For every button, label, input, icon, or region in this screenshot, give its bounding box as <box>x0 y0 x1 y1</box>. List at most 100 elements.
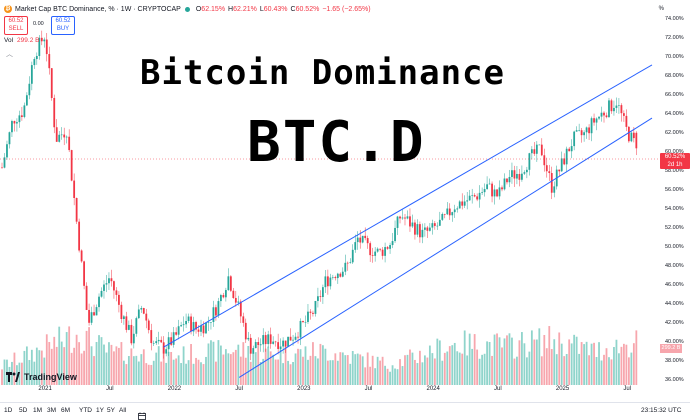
volume-bar <box>336 360 339 385</box>
tradingview-logo[interactable]: TradingView <box>6 370 77 384</box>
candle <box>65 136 68 138</box>
candle <box>212 307 215 323</box>
candle <box>426 227 429 231</box>
volume-bar <box>483 353 486 385</box>
ohlc-key: C <box>290 5 296 13</box>
volume-bar <box>70 352 73 385</box>
volume-bar <box>21 362 23 385</box>
candle <box>409 216 411 227</box>
candle <box>90 312 93 323</box>
volume-bar <box>185 363 187 385</box>
volume-bar <box>530 330 533 385</box>
candle <box>436 225 439 227</box>
candle <box>414 222 416 235</box>
volume-bar <box>254 352 257 385</box>
candle <box>354 242 357 250</box>
symbol-legend: ₿ Market Cap BTC Dominance, % · 1W · CRY… <box>4 2 371 16</box>
candle <box>389 245 391 249</box>
volume-bar <box>329 360 332 385</box>
timeframe-button[interactable]: 6M <box>61 407 71 414</box>
candle <box>75 197 78 222</box>
volume-bar <box>600 360 603 385</box>
timeframe-button[interactable]: 1D <box>4 407 13 414</box>
candle <box>448 208 451 216</box>
candle <box>210 322 212 323</box>
volume-bar <box>486 341 488 385</box>
buy-price: 60.52 <box>55 18 71 24</box>
volume-bar <box>605 348 608 385</box>
candle <box>322 287 324 298</box>
volume-bar <box>132 356 135 385</box>
volume-bar <box>354 354 357 385</box>
price-tick-label: 40.00% <box>665 339 684 346</box>
timeframe-button[interactable]: YTD <box>79 407 92 414</box>
volume-bar <box>145 363 148 385</box>
bitcoin-logo-icon: ₿ <box>4 5 12 13</box>
candle <box>615 105 618 108</box>
candle <box>319 296 322 298</box>
volume-bar <box>580 342 583 385</box>
candle <box>150 330 153 344</box>
volume-bar <box>419 350 421 385</box>
candle <box>317 296 319 301</box>
candle <box>297 336 299 338</box>
volume-bar <box>98 335 100 385</box>
sell-button[interactable]: 60.52 SELL <box>4 16 28 35</box>
volume-bar <box>90 346 93 385</box>
volume-bar <box>632 343 635 385</box>
candle <box>309 311 312 313</box>
candle <box>336 273 339 279</box>
price-axis[interactable]: 74.00% 72.00% 70.00% 68.00% 66.00% 64.00% 62.0… <box>662 0 690 400</box>
volume-bar <box>239 356 242 385</box>
volume-bar <box>45 334 48 385</box>
tradingview-logo-icon <box>6 372 20 382</box>
volume-bar <box>289 364 292 385</box>
time-axis[interactable]: 2021 Jul 2022 Jul 2023 Jul 2024 Jul 2025 Jul <box>0 386 662 398</box>
candle <box>120 304 123 320</box>
timeframe-button[interactable]: All <box>119 407 127 414</box>
ohlc-value: 62.21% <box>233 5 257 13</box>
timeframe-button[interactable]: 3M <box>47 407 57 414</box>
timeframe-button[interactable]: 5Y <box>107 407 115 414</box>
volume-bar <box>503 338 506 385</box>
volume-bar <box>339 352 342 385</box>
overlay-title: Bitcoin Dominance <box>140 53 505 93</box>
candle <box>307 311 309 322</box>
candle <box>394 227 396 242</box>
volume-bar <box>608 357 610 385</box>
candle <box>453 209 456 213</box>
candle <box>254 342 257 349</box>
volume-bar <box>324 348 327 385</box>
candle <box>351 249 354 263</box>
timeframe-button[interactable]: 5D <box>19 407 28 414</box>
candle <box>227 276 230 291</box>
volume-bar <box>267 346 270 385</box>
volume-bar <box>521 332 523 385</box>
candle <box>95 307 98 316</box>
timeframe-button[interactable]: 1M <box>33 407 43 414</box>
volume-bar <box>364 367 367 385</box>
buy-button[interactable]: 60.52 BUY <box>51 16 75 35</box>
utc-clock[interactable]: 23:15:32 UTC <box>641 407 682 414</box>
volume-bar <box>118 347 120 385</box>
volume-bar <box>287 360 289 385</box>
calendar-range-icon[interactable] <box>138 407 146 420</box>
volume-bar <box>53 336 56 385</box>
volume-bar <box>30 349 33 385</box>
volume-bar <box>237 344 240 385</box>
symbol-title[interactable]: Market Cap BTC Dominance, % · 1W · CRYPT… <box>15 5 181 13</box>
volume-bar <box>160 361 163 385</box>
volume-bar <box>247 345 250 385</box>
price-chart[interactable] <box>0 0 662 400</box>
candle <box>525 169 528 173</box>
volume-bar <box>122 360 125 385</box>
volume-bar <box>615 339 618 385</box>
volume-bar <box>172 359 175 385</box>
collapse-legend-icon[interactable]: ︿ <box>6 51 13 58</box>
candle <box>73 180 76 198</box>
candle <box>441 213 444 220</box>
volume-bar <box>264 348 267 385</box>
timeframe-button[interactable]: 1Y <box>96 407 104 414</box>
volume-bar <box>598 342 600 385</box>
ohlc-item: −1.65 (−2.65%) <box>322 6 370 13</box>
